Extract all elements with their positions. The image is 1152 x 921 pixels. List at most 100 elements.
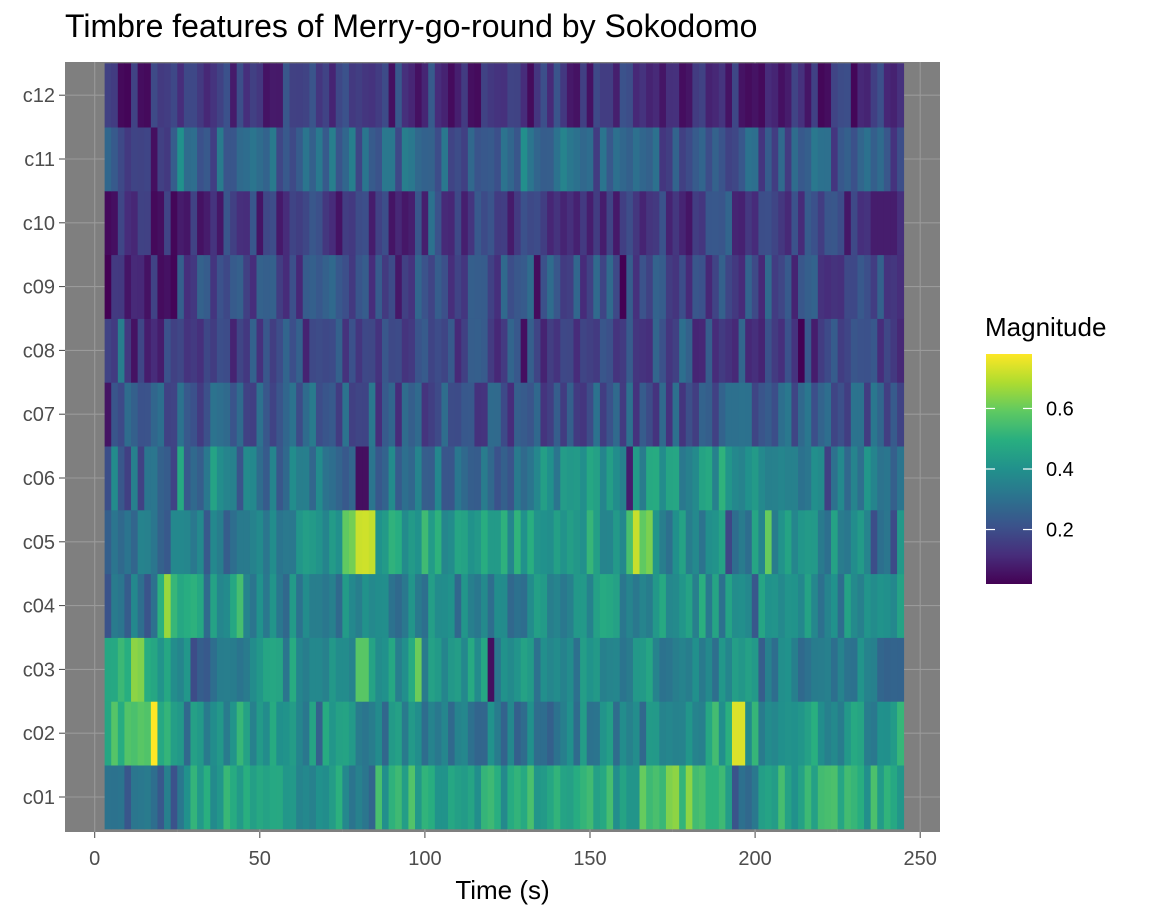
heatmap-tile — [718, 765, 726, 830]
heatmap-tile — [857, 765, 865, 830]
heatmap-tile — [613, 63, 621, 128]
heatmap-tile — [718, 127, 726, 192]
heatmap-tile — [586, 573, 594, 638]
heatmap-tile — [243, 63, 251, 128]
heatmap-tile — [520, 509, 528, 575]
heatmap-tile — [685, 765, 693, 830]
heatmap-tile — [553, 318, 561, 383]
heatmap-tile — [659, 254, 667, 319]
heatmap-tile — [329, 318, 337, 383]
heatmap-tile — [883, 63, 891, 128]
heatmap-tile — [329, 637, 337, 702]
heatmap-tile — [190, 765, 198, 830]
heatmap-tile — [791, 509, 799, 575]
heatmap-tile — [877, 573, 885, 638]
heatmap-tile — [236, 573, 244, 638]
heatmap-tile — [474, 765, 482, 830]
heatmap-tile — [897, 127, 905, 192]
heatmap-tile — [137, 446, 145, 511]
heatmap-tile — [639, 446, 647, 511]
heatmap-tile — [230, 701, 238, 766]
heatmap-tile — [883, 573, 891, 638]
heatmap-tile — [401, 254, 409, 319]
heatmap-tile — [256, 382, 264, 447]
heatmap-tile — [342, 509, 350, 575]
heatmap-tile — [216, 765, 224, 830]
heatmap-tile — [560, 127, 568, 192]
heatmap-tile — [599, 765, 607, 830]
heatmap-tile — [665, 254, 673, 319]
heatmap-tile — [784, 446, 792, 511]
heatmap-tile — [236, 254, 244, 319]
heatmap-tile — [467, 190, 475, 256]
heatmap-tile — [388, 127, 396, 192]
heatmap-tile — [850, 637, 858, 702]
heatmap-tile — [421, 63, 429, 128]
heatmap-tile — [197, 446, 205, 511]
heatmap-tile — [514, 446, 522, 511]
heatmap-tile — [203, 509, 211, 575]
heatmap-tile — [613, 509, 621, 575]
heatmap-tile — [705, 318, 713, 383]
heatmap-tile — [375, 446, 383, 511]
heatmap-tile — [454, 382, 462, 447]
heatmap-tile — [639, 573, 647, 638]
heatmap-tile — [190, 190, 198, 256]
heatmap-tile — [441, 382, 449, 447]
heatmap-tile — [428, 509, 436, 575]
heatmap-tile — [870, 573, 878, 638]
heatmap-tile — [309, 318, 317, 383]
heatmap-tile — [348, 254, 356, 319]
heatmap-tile — [467, 573, 475, 638]
heatmap-tile — [566, 509, 574, 575]
heatmap-tile — [111, 637, 119, 702]
heatmap-tile — [230, 318, 238, 383]
heatmap-tile — [692, 63, 700, 128]
heatmap-tile — [421, 637, 429, 702]
heatmap-tile — [243, 190, 251, 256]
heatmap-tile — [553, 254, 561, 319]
heatmap-tile — [890, 637, 898, 702]
heatmap-tile — [864, 573, 872, 638]
heatmap-tile — [798, 765, 806, 830]
heatmap-tile — [164, 63, 172, 128]
heatmap-tile — [302, 701, 310, 766]
heatmap-tile — [190, 637, 198, 702]
heatmap-tile — [520, 382, 528, 447]
heatmap-tile — [441, 509, 449, 575]
heatmap-tile — [718, 509, 726, 575]
heatmap-tile — [890, 382, 898, 447]
heatmap-tile — [249, 573, 257, 638]
heatmap-tile — [197, 573, 205, 638]
heatmap-tile — [368, 509, 376, 575]
heatmap-tile — [870, 190, 878, 256]
heatmap-tile — [408, 63, 416, 128]
heatmap-tile — [639, 318, 647, 383]
heatmap-tile — [599, 63, 607, 128]
heatmap-tile — [137, 637, 145, 702]
heatmap-tile — [309, 509, 317, 575]
heatmap-tile — [474, 63, 482, 128]
heatmap-tile — [527, 127, 535, 192]
heatmap-tile — [428, 446, 436, 511]
heatmap-tile — [355, 509, 363, 575]
heatmap-tile — [870, 701, 878, 766]
y-tick-label: c08 — [23, 340, 55, 362]
heatmap-tile — [329, 254, 337, 319]
heatmap-tile — [507, 318, 515, 383]
heatmap-tile — [791, 318, 799, 383]
heatmap-tile — [467, 382, 475, 447]
heatmap-tile — [639, 765, 647, 830]
heatmap-tile — [613, 318, 621, 383]
heatmap-tile — [408, 318, 416, 383]
heatmap-tile — [679, 254, 687, 319]
heatmap-tile — [474, 318, 482, 383]
heatmap-tile — [434, 63, 442, 128]
heatmap-tile — [289, 382, 297, 447]
heatmap-tile — [672, 63, 680, 128]
heatmap-tile — [197, 382, 205, 447]
heatmap-tile — [216, 190, 224, 256]
heatmap-tile — [164, 190, 172, 256]
heatmap-tile — [520, 637, 528, 702]
heatmap-tile — [725, 318, 733, 383]
